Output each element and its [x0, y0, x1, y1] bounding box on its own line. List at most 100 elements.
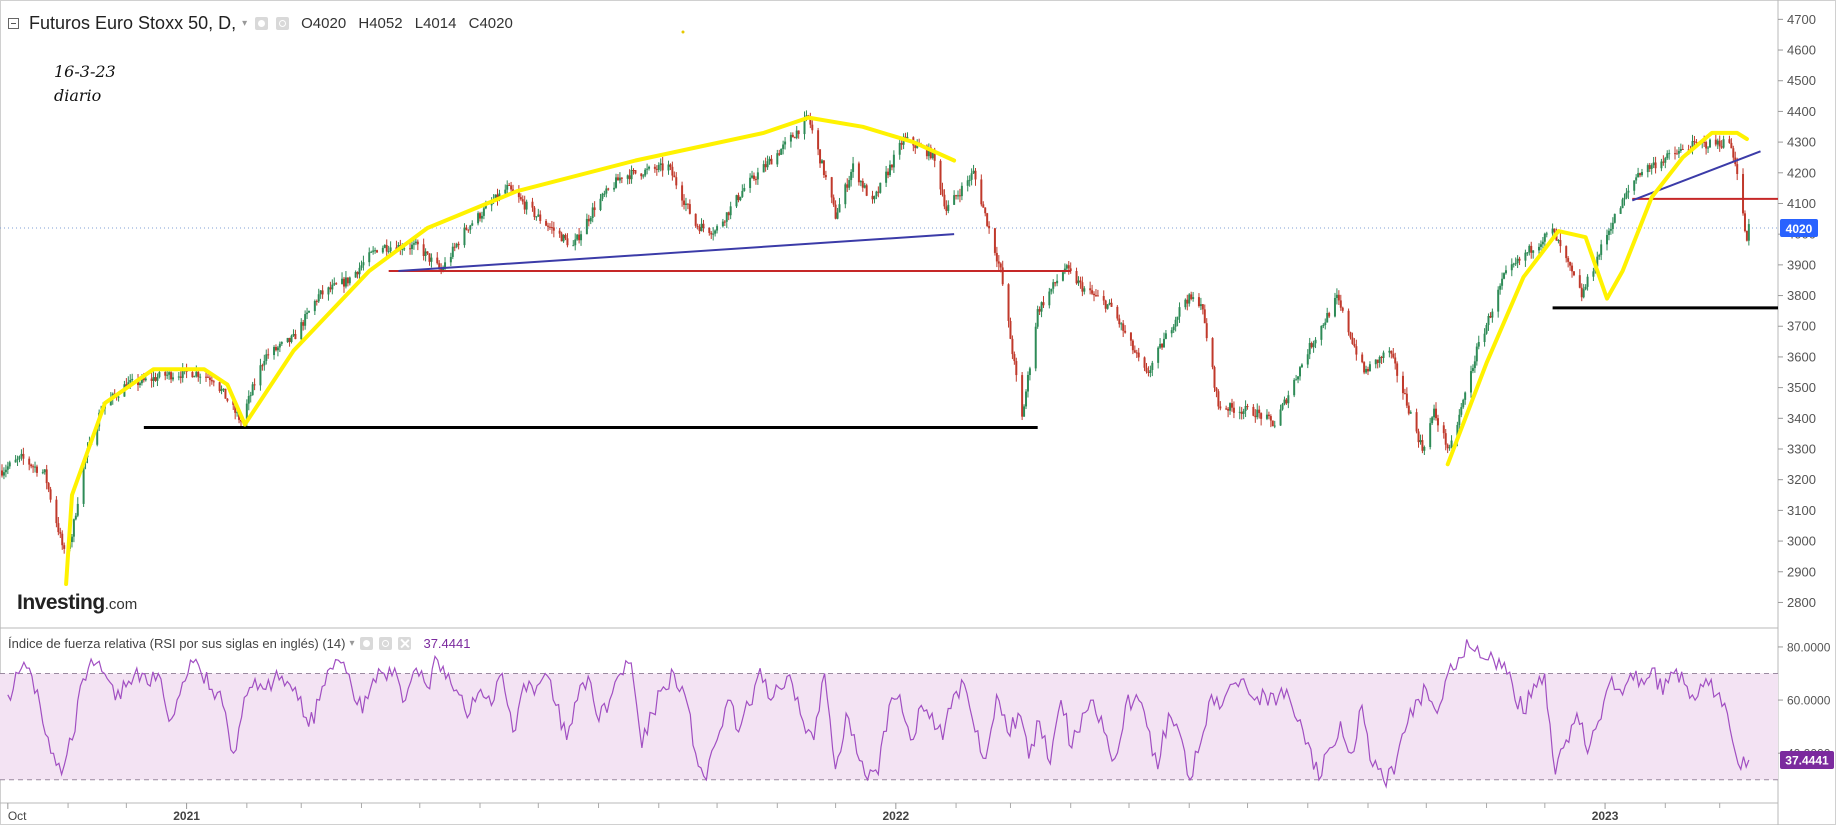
candle-body: [694, 213, 697, 226]
candle-body: [1640, 172, 1643, 176]
candle-body: [1660, 161, 1663, 169]
candle-body: [752, 175, 755, 180]
candle-body: [1677, 150, 1680, 154]
candle-body: [1473, 361, 1476, 369]
candle-body: [1378, 356, 1381, 363]
rsi-eye-icon[interactable]: [360, 636, 374, 650]
candle-body: [1205, 323, 1208, 339]
price-tick-label: 3400: [1787, 411, 1816, 426]
price-tick-label: 2800: [1787, 595, 1816, 610]
candle-body: [346, 277, 349, 284]
candle-body: [1745, 230, 1748, 241]
candle-body: [55, 499, 58, 524]
candle-body: [333, 283, 336, 285]
price-tick-label: 3100: [1787, 503, 1816, 518]
candle-body: [1104, 300, 1107, 309]
candle-body: [1431, 417, 1434, 424]
candle-body: [1061, 272, 1064, 281]
candle-body: [1069, 268, 1072, 272]
candle-body: [1213, 367, 1216, 388]
candle-body: [1102, 296, 1105, 301]
candle-body: [1040, 302, 1043, 312]
candle-body: [306, 312, 309, 315]
candle-body: [278, 343, 281, 348]
candle-body: [572, 245, 575, 247]
candle-body: [1559, 240, 1562, 247]
candle-body: [197, 371, 200, 378]
candle-body: [817, 130, 820, 150]
candle-body: [1225, 408, 1228, 410]
rsi-chevron-down-icon[interactable]: ▾: [349, 637, 355, 649]
candle-body: [778, 153, 781, 155]
candle-body: [1668, 153, 1671, 155]
candle-body: [1077, 280, 1080, 284]
candle-body: [1435, 408, 1438, 419]
candle-body: [1178, 307, 1181, 317]
candle-body: [953, 195, 956, 205]
candle-body: [1283, 399, 1286, 405]
candle-body: [1162, 338, 1165, 348]
candle-body: [618, 177, 621, 181]
candle-body: [675, 177, 678, 186]
rsi-close-icon[interactable]: [398, 636, 412, 650]
price-tick-label: 3200: [1787, 472, 1816, 487]
candle-body: [480, 215, 483, 219]
candle-body: [620, 177, 623, 179]
candle-body: [1646, 165, 1649, 173]
candle-body: [1458, 414, 1461, 425]
candle-body: [655, 168, 658, 170]
candle-body: [533, 207, 536, 217]
candle-body: [988, 225, 991, 229]
candle-body: [1613, 213, 1616, 223]
candle-body: [873, 196, 876, 200]
candle-body: [1674, 153, 1677, 155]
candle-body: [640, 173, 643, 177]
annotation-date: 16-3-23: [54, 62, 116, 81]
candle-body: [898, 142, 901, 155]
candle-body: [142, 377, 145, 381]
candle-body: [653, 166, 656, 169]
candle-body: [968, 179, 971, 181]
candle-body: [819, 149, 822, 164]
candle-body: [764, 164, 767, 168]
marker-dot: [681, 30, 685, 34]
candle-body: [931, 149, 934, 159]
candle-body: [1335, 294, 1338, 298]
candle-body: [1728, 139, 1731, 143]
candle-body: [224, 388, 227, 399]
candle-body: [1695, 141, 1698, 144]
candle-body: [1256, 409, 1259, 418]
candle-body: [35, 466, 38, 473]
candle-body: [1510, 264, 1513, 271]
candle-body: [412, 243, 415, 245]
candle-body: [430, 257, 433, 262]
candle-body: [1537, 246, 1540, 251]
candle-body: [1025, 391, 1028, 407]
annotation-timeframe: diario: [54, 86, 102, 105]
candle-body: [1571, 265, 1574, 272]
rsi-gear-icon[interactable]: [379, 636, 393, 650]
chevron-down-icon[interactable]: ▾: [242, 17, 248, 29]
candle-body: [1736, 164, 1739, 175]
gear-icon[interactable]: [276, 16, 290, 30]
candle-body: [1252, 406, 1255, 416]
candle-body: [809, 116, 812, 125]
candle-body: [1708, 139, 1711, 148]
candle-body: [1056, 280, 1059, 284]
candle-body: [16, 458, 19, 460]
candle-body: [531, 201, 534, 208]
candle-body: [743, 187, 746, 191]
candle-body: [1691, 141, 1694, 152]
collapse-icon[interactable]: [8, 17, 19, 29]
candle-body: [265, 354, 268, 361]
candle-body: [1607, 230, 1610, 235]
candle-body: [356, 271, 359, 275]
candle-body: [844, 184, 847, 205]
candle-body: [900, 142, 903, 145]
eye-icon[interactable]: [255, 16, 269, 30]
candle-body: [789, 134, 792, 142]
candle-body: [1133, 350, 1136, 353]
candle-body: [1718, 140, 1721, 147]
candle-body: [212, 381, 215, 383]
candle-body: [1703, 141, 1706, 143]
